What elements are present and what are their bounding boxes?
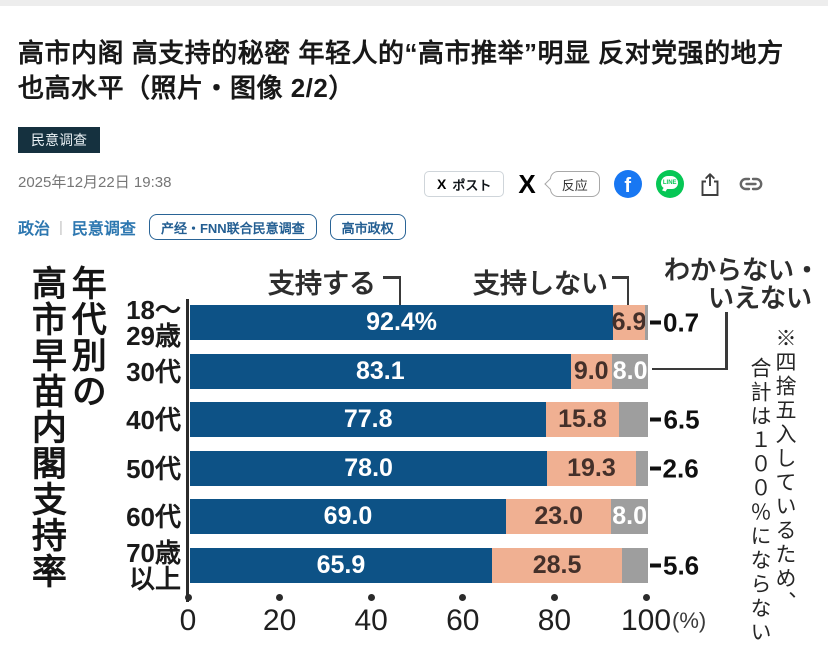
value-connector-dash [650,320,661,325]
axis-tick-label: 80 [537,604,572,637]
value-label: 28.5 [532,551,582,579]
chart-note-line2: 合計は１００％にならない [748,357,772,645]
legend-connector-unknown [652,367,727,370]
value-label-outside: 6.5 [650,404,700,435]
bar-segment-oppose: 28.5 [491,548,623,583]
value-label-outside: 5.6 [650,550,699,581]
value-label: 5.6 [663,550,700,580]
legend-connector-oppose [612,276,629,279]
bar-segment-unknown: 8.0 [611,499,648,534]
value-label: 78.0 [344,454,393,482]
value-label-outside: 0.7 [650,307,699,338]
category-label: 60代 [126,501,181,532]
share-bar: X ポスト X 反应 f LINE [424,168,766,200]
value-label: 23.0 [534,502,584,530]
bar-segment-support: 65.9 [190,548,492,583]
axis-tick-dot [184,594,192,601]
axis-tick-dot [459,594,467,601]
axis-tick-label: 20 [262,604,297,637]
value-label: 0.7 [663,307,700,337]
category-label: 50代 [126,453,181,484]
legend-support: 支持する [268,269,376,299]
tag-takaichi-administration[interactable]: 高市政权 [329,214,406,240]
axis-tick-label: 60 [446,604,480,637]
tag-sankei-fnn-poll[interactable]: 产经・FNN联合民意调查 [148,214,317,240]
value-label: 15.8 [558,405,607,433]
bar-segment-unknown [644,305,648,340]
facebook-icon[interactable]: f [613,170,642,198]
bar-segment-oppose: 6.9 [611,305,647,340]
bar-segment-oppose: 15.8 [546,402,619,437]
bar-segment-support: 69.0 [190,499,507,534]
line-icon[interactable]: LINE [655,170,684,198]
value-label: 65.9 [316,551,366,579]
value-label: 9.0 [573,357,609,385]
value-label: 8.0 [612,357,648,385]
value-label: 69.0 [323,502,373,530]
legend-connector-oppose [626,276,629,305]
chart-vertical-title: 年代別の 高市早苗内閣支持率 [26,265,106,589]
bar-segment-support: 83.1 [190,354,571,389]
value-label: 19.3 [567,454,616,482]
link-icon[interactable] [736,172,766,196]
value-label-outside: 2.6 [649,453,699,484]
axis-tick-dot [276,594,284,601]
category-label: 18～ 29歳 [126,294,181,351]
share-icon[interactable] [698,171,722,197]
value-label: 2.6 [662,453,699,483]
axis-tick-label: 0 [179,604,197,637]
legend-connector-support [398,276,401,305]
category-label: 40代 [126,404,181,435]
axis-tick-label: 40 [354,604,388,637]
top-strip [0,0,828,6]
bar-segment-unknown: 8.0 [611,354,649,389]
chart-figure[interactable]: 年代別の 高市早苗内閣支持率 支持する 支持しない わからない・ いえない 18～… [0,248,828,650]
legend-unknown: わからない・ いえない [663,255,820,313]
category-label: 70歳 以上 [126,537,181,594]
legend-connector-unknown [725,312,728,370]
legend-connector-support [383,276,401,279]
bar-segment-unknown [618,402,649,437]
category-badge[interactable]: 民意调查 [18,127,100,153]
bar-segment-support: 78.0 [190,451,548,486]
axis-tick-label: 100 [620,604,672,637]
x-logo-icon[interactable]: X [518,168,536,199]
legend-oppose: 支持しない [473,269,608,299]
bar-segment-unknown [635,451,648,486]
reaction-label: 反应 [561,177,588,193]
value-label: 6.9 [611,308,647,336]
breadcrumb: 政治 | 民意调查 产经・FNN联合民意调查 高市政权 [18,213,406,241]
x-axis-unit: (%) [672,608,707,633]
value-connector-dash [649,466,661,471]
chart-note-line1: ※四捨五入しているため、 [773,327,797,615]
value-label: 77.8 [343,405,393,433]
bar-segment-support: 77.8 [190,402,547,437]
x-logo-icon: X [437,176,447,192]
y-axis-line [186,299,189,602]
page-title: 高市内阁 高支持的秘密 年轻人的“高市推举”明显 反对党强的地方也高水平（照片・… [18,38,784,103]
value-connector-dash [650,563,661,568]
value-label: 8.0 [612,502,648,530]
breadcrumb-link-poll[interactable]: 民意调查 [71,221,136,238]
category-label: 30代 [126,356,181,387]
bar-segment-unknown [622,548,648,583]
axis-tick-dot [550,594,558,601]
reaction-button[interactable]: 反应 [549,171,600,197]
bar-segment-oppose: 9.0 [570,354,612,389]
bar-segment-support: 92.4% [190,305,614,340]
value-label: 6.5 [663,404,700,434]
value-label: 83.1 [355,357,405,385]
axis-tick-dot [367,594,375,601]
breadcrumb-separator: | [59,218,63,236]
x-post-label: ポスト [452,177,492,193]
axis-tick-dot [642,594,650,601]
bar-segment-oppose: 23.0 [506,499,612,534]
publish-date: 2025年12月22日 19:38 [18,174,172,191]
value-label: 92.4% [366,308,438,336]
value-connector-dash [650,417,662,422]
breadcrumb-link-politics[interactable]: 政治 [18,221,51,238]
x-post-button[interactable]: X ポスト [424,171,505,197]
bar-segment-oppose: 19.3 [547,451,636,486]
